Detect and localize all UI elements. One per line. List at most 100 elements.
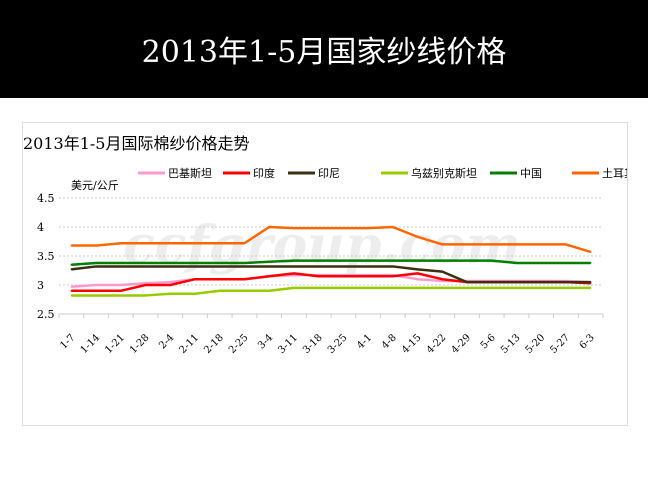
legend-label: 印尼 — [318, 167, 340, 180]
data-point — [70, 285, 73, 288]
data-point — [392, 226, 394, 228]
data-point — [218, 262, 221, 264]
x-tick-label: 2-11 — [177, 332, 201, 356]
data-point — [416, 268, 419, 271]
data-point — [243, 262, 246, 264]
x-tick-label: 4-1 — [355, 332, 374, 351]
x-tick-label: 4-22 — [425, 332, 449, 356]
data-point — [416, 278, 419, 280]
data-point — [194, 242, 196, 245]
data-point — [194, 262, 196, 264]
data-point — [466, 243, 468, 246]
data-point — [367, 259, 369, 262]
x-tick-label: 4-8 — [380, 332, 399, 351]
data-point — [144, 282, 147, 285]
chart-panel: 2013年1-5月国际棉纱价格走势 美元/公斤 ccfgroup.com 4.5 4 3.… — [22, 122, 628, 426]
data-point — [540, 243, 542, 246]
data-point — [367, 227, 369, 229]
data-point — [293, 272, 295, 275]
data-point — [218, 290, 221, 292]
data-point — [416, 236, 419, 238]
data-point — [367, 265, 369, 268]
series-line-4 — [71, 259, 591, 266]
data-point — [441, 280, 444, 282]
data-point — [540, 281, 542, 283]
series-line-2 — [71, 265, 591, 284]
data-point — [194, 278, 196, 280]
data-point — [268, 261, 270, 263]
data-point — [194, 265, 196, 268]
data-point — [243, 265, 246, 268]
data-point — [589, 281, 592, 283]
data-point — [95, 290, 97, 292]
legend-label: 乌兹别克斯坦 — [411, 166, 477, 180]
data-point — [490, 259, 493, 262]
x-tick-label: 2-18 — [202, 332, 226, 356]
data-point — [243, 242, 246, 245]
data-point — [342, 227, 345, 229]
data-point — [540, 262, 542, 264]
data-point — [218, 265, 221, 268]
data-point — [144, 284, 147, 286]
series-line-3 — [71, 286, 591, 297]
data-point — [95, 244, 97, 247]
x-tick-label: 2-4 — [157, 332, 176, 351]
data-point — [466, 287, 468, 289]
data-point — [342, 259, 345, 262]
chart-title: 2013年1-5月国际棉纱价格走势 — [23, 134, 250, 153]
data-point — [144, 294, 147, 297]
data-point — [120, 242, 122, 245]
data-point — [293, 274, 295, 276]
data-point — [144, 265, 147, 268]
data-point — [565, 287, 567, 289]
y-tick-label: 3.5 — [37, 250, 55, 263]
y-tick-label: 4.5 — [37, 192, 55, 205]
data-point — [490, 243, 493, 246]
data-point — [317, 275, 320, 278]
data-point — [95, 294, 97, 297]
data-point — [540, 287, 542, 289]
data-point — [392, 287, 394, 289]
data-point — [268, 275, 270, 278]
data-point — [144, 242, 147, 245]
data-point — [218, 242, 221, 245]
series-line-5 — [71, 225, 592, 254]
data-point — [441, 278, 444, 280]
data-point — [490, 287, 493, 289]
data-point — [441, 243, 444, 246]
data-point — [169, 262, 172, 264]
x-tick-label: 6-3 — [578, 332, 597, 351]
data-point — [441, 270, 444, 273]
data-point — [268, 226, 270, 228]
x-tick-label: 4-29 — [449, 332, 473, 356]
data-point — [218, 278, 221, 280]
data-point — [194, 292, 196, 295]
data-point — [70, 294, 73, 297]
y-tick-label: 2.5 — [37, 308, 55, 321]
x-tick-label: 5-20 — [524, 332, 548, 356]
data-point — [589, 251, 592, 253]
data-point — [441, 259, 444, 262]
data-point — [120, 284, 122, 286]
data-point — [120, 294, 122, 297]
data-point — [515, 243, 518, 246]
x-tick-label: 1-14 — [79, 332, 103, 356]
data-point — [120, 290, 122, 292]
data-point — [120, 265, 122, 268]
data-point — [70, 290, 73, 292]
data-point — [317, 259, 320, 262]
data-point — [416, 259, 419, 262]
y-tick-label: 4 — [37, 221, 44, 234]
legend-label: 中国 — [520, 167, 542, 180]
data-point — [490, 281, 493, 283]
data-point — [392, 265, 394, 268]
x-tick-label: 3-18 — [301, 332, 325, 356]
data-point — [70, 263, 73, 266]
data-point — [342, 275, 345, 278]
data-point — [317, 265, 320, 268]
data-point — [317, 287, 320, 289]
data-point — [565, 243, 567, 246]
data-point — [293, 227, 295, 229]
legend-label: 印度 — [253, 166, 275, 180]
data-point — [169, 242, 172, 245]
